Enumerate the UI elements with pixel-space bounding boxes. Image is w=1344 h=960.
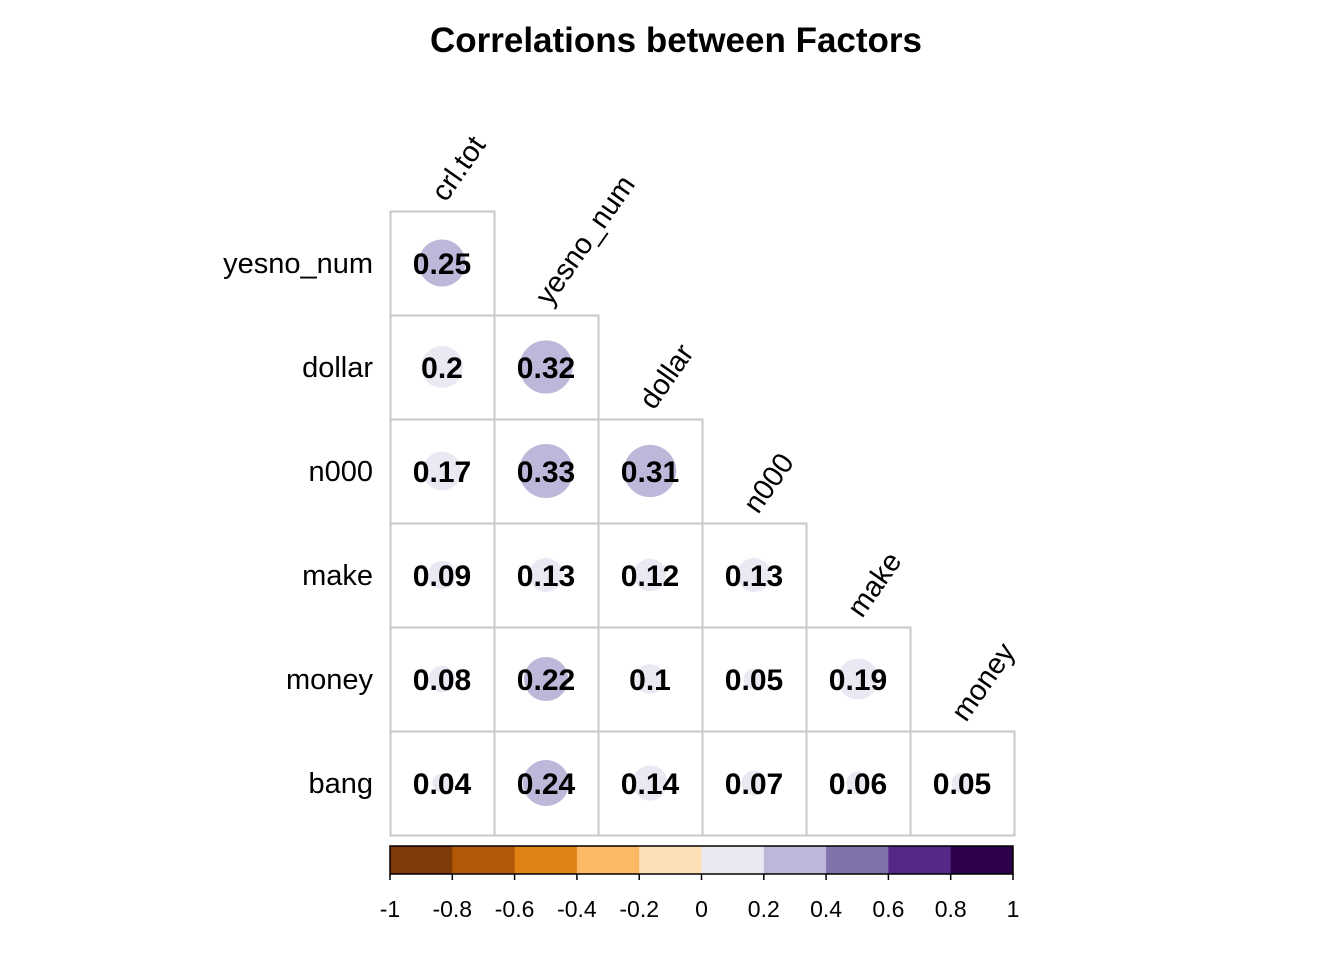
correlation-circle — [522, 759, 570, 807]
row-label: bang — [308, 768, 373, 800]
colorbar: -1 -0.8 -0.6 -0.4 -0.2 0 0.2 0.4 0.6 0.8 1 — [380, 845, 1020, 922]
correlation-circle — [428, 665, 456, 693]
correlation-value-label: 0.05 — [933, 768, 991, 801]
colorbar-tick-label: 0.2 — [748, 896, 780, 922]
correlation-grid: 0.25 0.2 0.32 0.17 0.33 0.31 0.09 0.13 0.12 0.13 0… — [389, 210, 1016, 837]
colorbar-tick-label: 0.4 — [810, 896, 842, 922]
colorbar-segment — [701, 846, 765, 874]
correlation-value-label: 0.31 — [621, 456, 679, 489]
correlation-circle — [837, 658, 879, 700]
colorbar-segment — [639, 846, 702, 874]
correlation-circle — [737, 558, 771, 592]
correlation-value-label: 0.19 — [829, 664, 887, 697]
correlation-circle — [623, 444, 677, 498]
grid-cell — [805, 626, 912, 733]
correlation-value-label: 0.04 — [413, 768, 472, 801]
correlation-value-label: 0.33 — [517, 456, 575, 489]
correlation-circle — [418, 239, 466, 287]
correlation-value-label: 0.25 — [413, 248, 471, 281]
colorbar-tick-label: 0.8 — [935, 896, 967, 922]
correlation-circle — [422, 451, 462, 491]
column-label: make — [842, 547, 909, 623]
correlation-value-label: 0.22 — [517, 664, 575, 697]
correlation-circle — [432, 773, 452, 793]
colorbar-tick-label: -0.8 — [432, 896, 472, 922]
colorbar-tick-label: -0.6 — [495, 896, 535, 922]
correlation-circle — [519, 340, 573, 394]
row-label: make — [302, 560, 373, 592]
row-label: money — [286, 664, 374, 696]
column-label: dollar — [634, 338, 701, 415]
correlation-value-label: 0.13 — [517, 560, 575, 593]
colorbar-segment — [576, 846, 640, 874]
correlation-value-label: 0.32 — [517, 352, 575, 385]
correlation-value-label: 0.2 — [421, 352, 463, 385]
colorbar-segment — [763, 846, 827, 874]
chart-title: Correlations between Factors — [430, 21, 922, 60]
correlation-value-label: 0.07 — [725, 768, 783, 801]
row-label: dollar — [302, 352, 373, 384]
colorbar-segment — [950, 846, 1014, 874]
column-label: yesno_num — [530, 170, 642, 311]
correlation-value-label: 0.14 — [621, 768, 680, 801]
column-label: money — [946, 637, 1022, 727]
correlation-circle — [635, 664, 665, 694]
colorbar-tick-label: -0.4 — [557, 896, 597, 922]
correlation-value-label: 0.1 — [629, 664, 671, 697]
correlation-circle — [519, 444, 573, 498]
colorbar-segment — [452, 846, 515, 874]
correlation-circle — [523, 656, 569, 702]
correlation-circle — [420, 345, 464, 389]
correlation-value-label: 0.08 — [413, 664, 471, 697]
colorbar-segment — [390, 846, 453, 874]
correlation-value-label: 0.24 — [517, 768, 576, 801]
correlation-value-label: 0.13 — [725, 560, 783, 593]
colorbar-tick-label: 1 — [1007, 896, 1020, 922]
row-label: n000 — [308, 456, 373, 488]
colorbar-tick-label: 0 — [695, 896, 708, 922]
column-label: crl.tot — [426, 131, 493, 207]
colorbar-segment — [826, 846, 889, 874]
correlation-circle — [951, 772, 973, 794]
correlation-value-label: 0.09 — [413, 560, 471, 593]
colorbar-tick-label: -0.2 — [619, 896, 659, 922]
correlation-circle — [632, 765, 668, 801]
colorbar-tick-label: -1 — [380, 896, 400, 922]
correlation-circle — [743, 668, 765, 690]
correlation-circle — [529, 558, 563, 592]
correlation-circle — [846, 771, 870, 795]
column-label: n000 — [738, 448, 801, 519]
correlation-value-label: 0.06 — [829, 768, 887, 801]
correlation-circle — [633, 558, 667, 592]
row-label: yesno_num — [223, 248, 373, 280]
colorbar-segment — [888, 846, 952, 874]
correlation-circle — [741, 770, 767, 796]
colorbar-tick-label: 0.6 — [872, 896, 904, 922]
colorbar-segment — [514, 846, 578, 874]
correlation-value-label: 0.05 — [725, 664, 783, 697]
correlation-circle — [427, 560, 457, 590]
correlation-value-label: 0.17 — [413, 456, 471, 489]
correlation-value-label: 0.12 — [621, 560, 679, 593]
